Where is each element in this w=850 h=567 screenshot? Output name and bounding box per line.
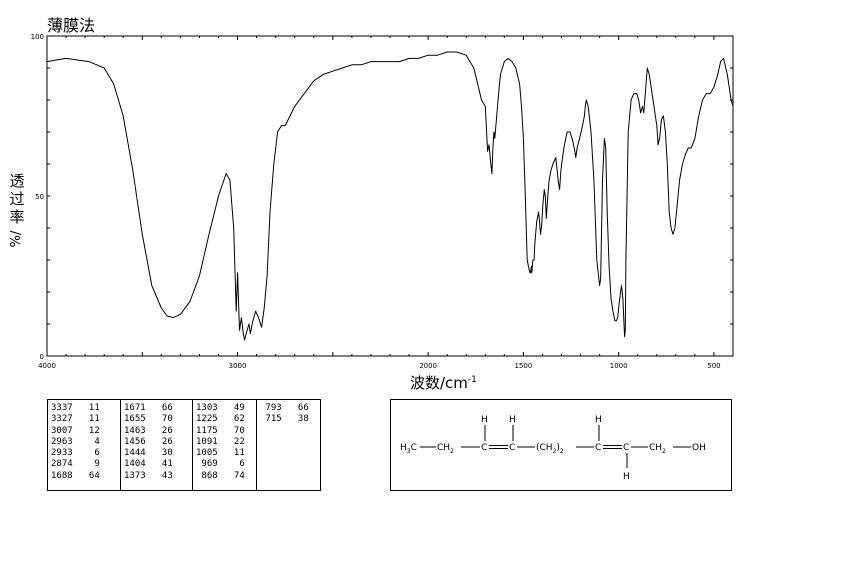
formula-h4: H xyxy=(623,472,630,482)
peak-table-row: 1404 41 xyxy=(124,459,173,470)
peak-table-row: 1671 66 xyxy=(124,403,173,413)
x-tick-label: 1000 xyxy=(610,362,628,370)
peak-table-row: 1444 30 xyxy=(124,448,173,459)
peak-table-row: 1463 26 xyxy=(124,425,173,436)
peak-table-row: 1655 70 xyxy=(124,414,173,425)
formula-h1: H xyxy=(481,415,488,425)
peak-table-row: 1091 22 xyxy=(196,436,245,447)
peak-table-row: 1456 26 xyxy=(124,436,173,447)
peak-table-row: 1303 49 xyxy=(196,403,245,413)
formula-c1: C xyxy=(481,443,487,453)
y-axis-label-unit: %/ xyxy=(9,230,24,248)
peak-table-row: 868 74 xyxy=(196,470,245,481)
peak-table-row: 1005 11 xyxy=(196,448,245,459)
formula-c3: C xyxy=(595,443,601,453)
x-tick-label: 500 xyxy=(707,362,720,370)
peak-table-row: 1175 70 xyxy=(196,425,245,436)
structure-box: H3C CH2 C C H H (CH2)2 C C H H CH2 OH xyxy=(390,399,732,491)
chart-series xyxy=(46,51,734,341)
spectrum-line xyxy=(46,51,734,341)
structural-formula: H3C CH2 C C H H (CH2)2 C C H H CH2 OH xyxy=(400,415,706,482)
formula-oh: OH xyxy=(692,443,706,453)
x-axis-label-text: 波数/cm xyxy=(410,374,468,392)
peak-table-row: 1225 62 xyxy=(196,414,245,425)
peak-table-row: 3007 12 xyxy=(51,425,100,436)
y-axis-label-char-2: 过 xyxy=(9,190,25,208)
formula-c2: C xyxy=(509,443,515,453)
peak-table-row: 1688 64 xyxy=(51,470,100,481)
y-axis-label-char-1: 透 xyxy=(9,172,25,190)
peak-table-row: 3327 11 xyxy=(51,414,100,425)
peak-table-row: 2933 6 xyxy=(51,448,100,459)
peak-table-column-2: 1671 66 1655 70 1463 26 1456 26 1444 30 1404 … xyxy=(121,400,193,490)
peak-table-row: 2963 4 xyxy=(51,436,100,447)
formula-h3c: H3C xyxy=(400,443,417,455)
peak-table-column-3: 1303 49 1225 62 1175 70 1091 22 1005 11 969 … xyxy=(193,400,257,490)
formula-c4: C xyxy=(623,443,629,453)
x-tick-label: 3000 xyxy=(229,362,247,370)
page-title: 薄膜法 xyxy=(47,16,96,35)
formula-h2: H xyxy=(509,415,516,425)
x-tick-label: 1500 xyxy=(514,362,532,370)
peak-table-row: 793 66 xyxy=(260,403,309,413)
peak-table-column-4: 793 66 715 38 xyxy=(257,400,321,490)
formula-ch2-n: (CH2)2 xyxy=(536,443,564,455)
peak-table-row: 2874 9 xyxy=(51,459,100,470)
y-tick-label: 0 xyxy=(40,353,44,361)
formula-ch2-b: CH2 xyxy=(649,443,666,455)
y-axis-label-char-3: 率 xyxy=(9,208,25,226)
chart-axes xyxy=(46,35,734,357)
peak-table-row: 715 38 xyxy=(260,414,309,425)
x-tick-label: 4000 xyxy=(38,362,56,370)
y-tick-label: 50 xyxy=(35,193,44,201)
chart-ticks: 4000 3000 2000 1500 1000 500 0 50 100 xyxy=(31,33,733,370)
x-tick-label: 2000 xyxy=(419,362,437,370)
peak-table-row: 3337 11 xyxy=(51,403,100,413)
formula-h3: H xyxy=(595,415,602,425)
peak-table-row: 969 6 xyxy=(196,459,245,470)
x-axis-label: 波数/cm-1 xyxy=(410,372,477,393)
x-axis-label-exponent: -1 xyxy=(467,375,477,385)
plot-frame xyxy=(46,35,734,357)
peak-table-row: 1373 43 xyxy=(124,470,173,481)
ir-spectrum-chart: 4000 3000 2000 1500 1000 500 0 50 100 xyxy=(31,33,734,370)
formula-ch2-a: CH2 xyxy=(437,443,454,455)
y-tick-label: 100 xyxy=(31,33,44,41)
y-axis-label: 透 过 率 %/ xyxy=(8,172,26,248)
